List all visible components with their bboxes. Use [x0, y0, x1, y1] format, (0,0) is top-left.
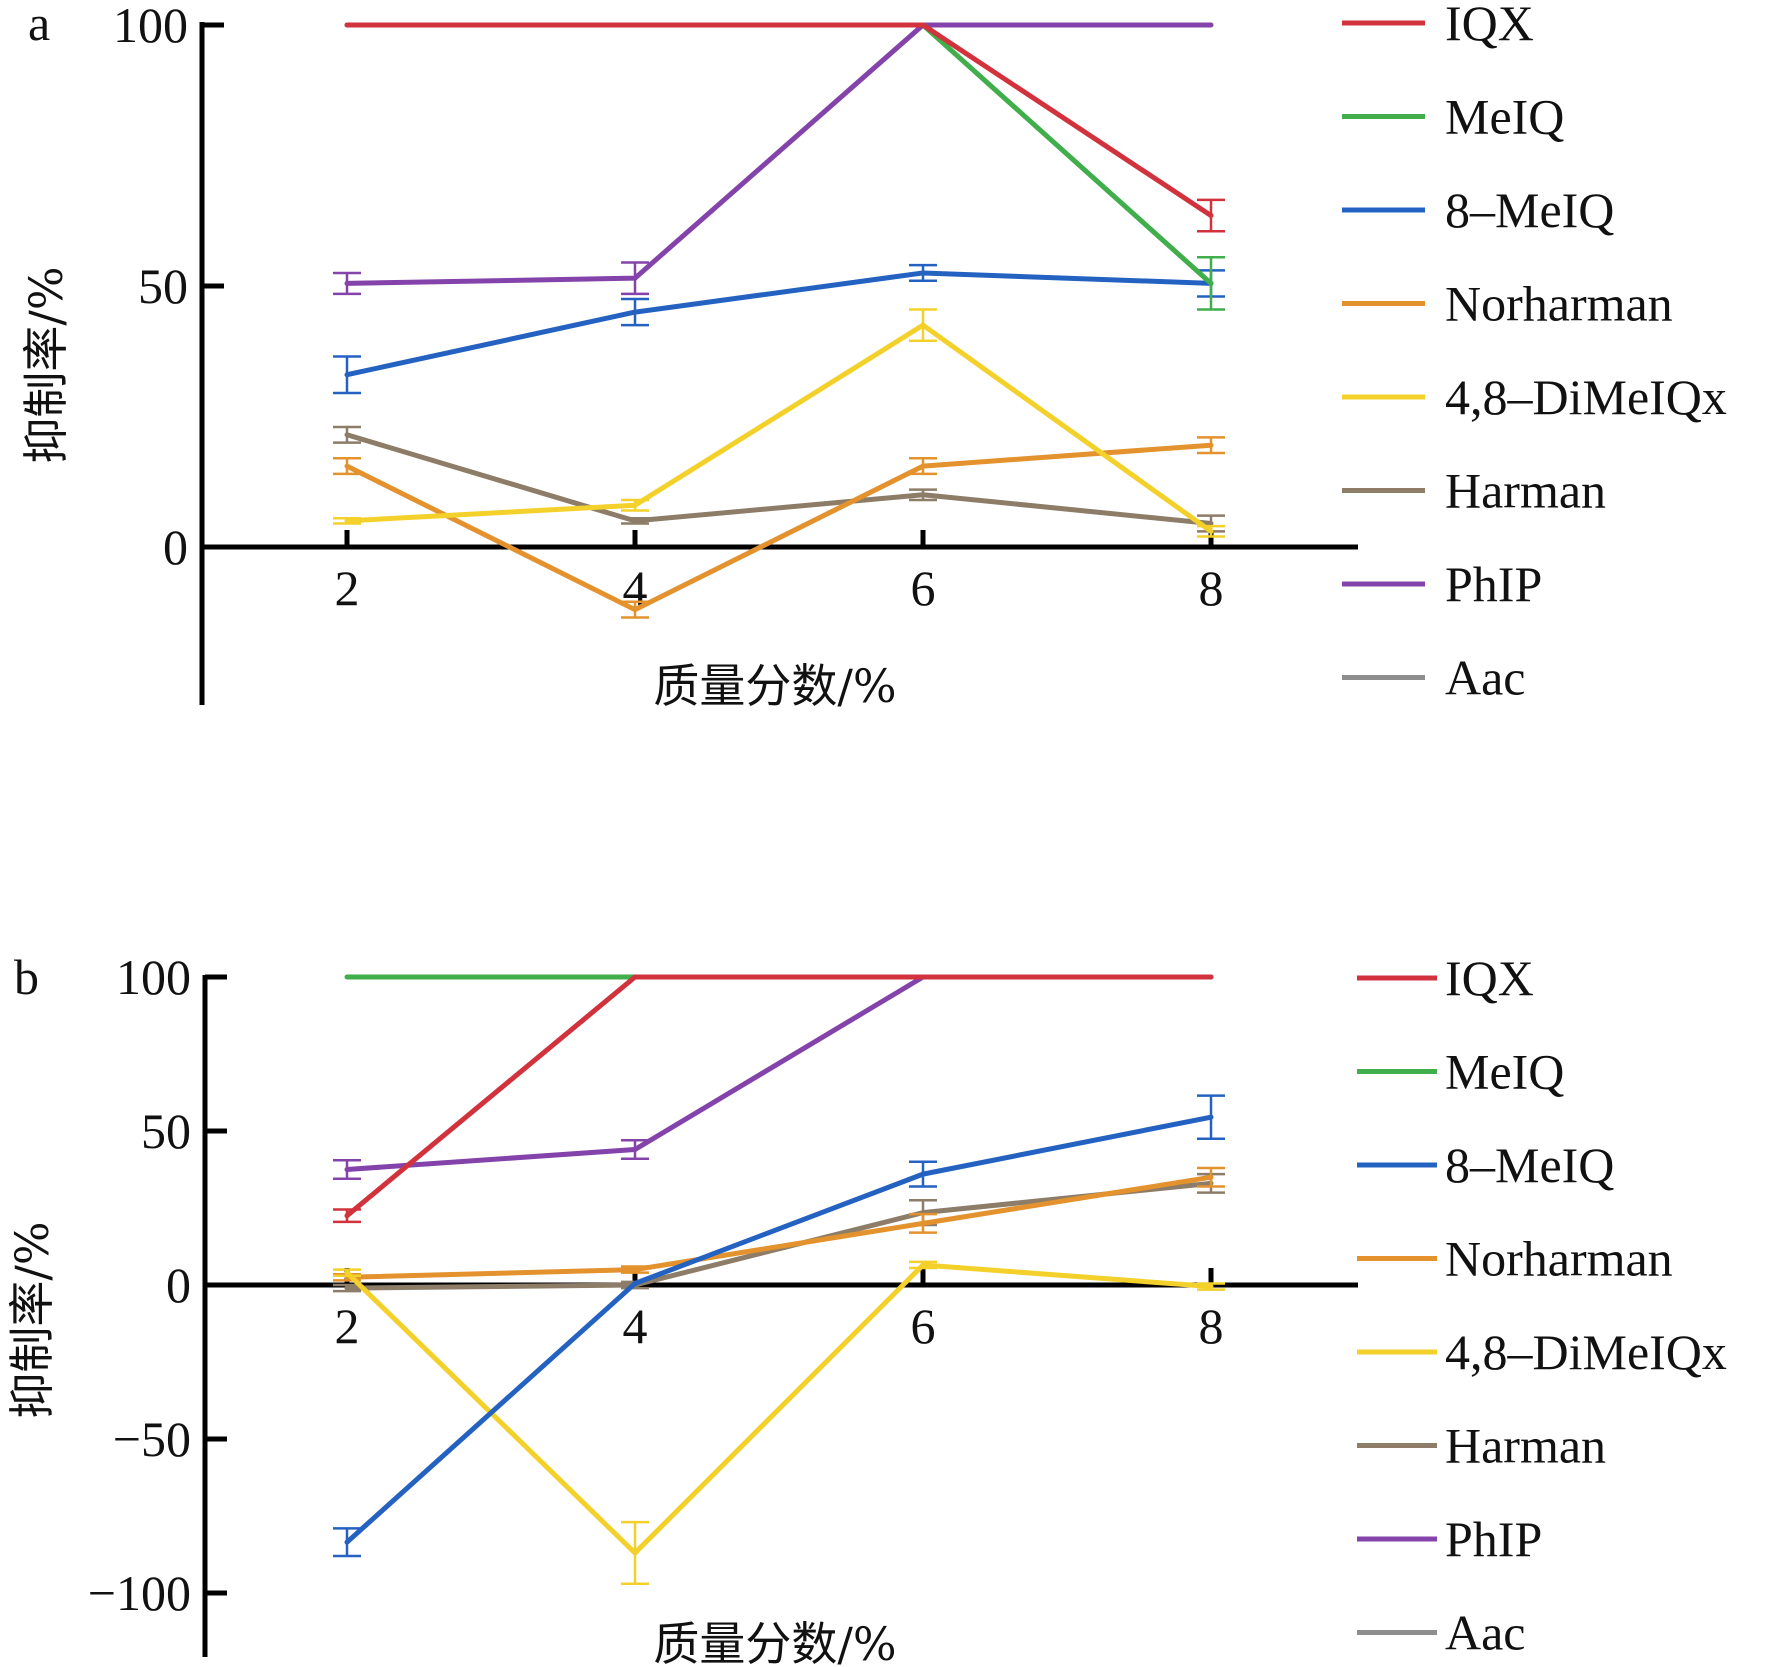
series-line	[345, 974, 1211, 1218]
series-harman	[333, 425, 1225, 533]
series-line	[346, 1174, 1212, 1280]
legend: IQX MeIQ 8–MeIQ Norharman 4,8–DiMeIQx Harman P…	[1342, 0, 1727, 706]
y-axis-title: 抑制率/%	[19, 266, 73, 463]
series-4-8-dimeiqx	[333, 1260, 1225, 1586]
series-norharman	[333, 436, 1225, 619]
panel-label: a	[28, 0, 50, 51]
legend-item: Aac	[1342, 650, 1526, 706]
legend-item: Aac	[1357, 1605, 1526, 1661]
series-line	[346, 270, 1212, 378]
x-axis-title: 质量分数/%	[653, 1617, 896, 1667]
x-tick-label: 8	[1199, 1298, 1224, 1354]
legend-item: 8–MeIQ	[1342, 182, 1614, 238]
x-tick-label: 2	[335, 1298, 360, 1354]
legend-item: 4,8–DiMeIQx	[1357, 1324, 1727, 1380]
y-tick-label: −100	[88, 1565, 191, 1621]
series-line	[346, 432, 1212, 526]
legend-item: PhIP	[1357, 1511, 1542, 1567]
legend-label: 8–MeIQ	[1445, 182, 1614, 238]
legend-item: PhIP	[1342, 556, 1542, 612]
data-point	[920, 974, 926, 980]
y-ticks: 100 50 0 −50 −100	[88, 949, 227, 1621]
legend-item: IQX	[1357, 950, 1534, 1006]
legend: IQX MeIQ 8–MeIQ Norharman 4,8–DiMeIQx Harman P…	[1357, 950, 1727, 1661]
data-point	[632, 22, 638, 28]
y-tick-label: 50	[141, 1103, 191, 1159]
data-point	[632, 1280, 638, 1286]
legend-label: Harman	[1445, 1418, 1606, 1474]
x-tick-label: 6	[911, 560, 936, 616]
legend-label: 4,8–DiMeIQx	[1445, 1324, 1727, 1380]
series-line	[345, 1114, 1212, 1545]
legend-label: Harman	[1445, 463, 1606, 519]
series-iqx	[344, 22, 1225, 233]
legend-item: Norharman	[1342, 276, 1673, 332]
data-point	[920, 22, 926, 28]
legend-label: Aac	[1445, 1605, 1526, 1661]
y-tick-label: 50	[138, 258, 188, 314]
panel-label: b	[14, 949, 39, 1005]
legend-label: Norharman	[1445, 276, 1673, 332]
legend-label: MeIQ	[1445, 89, 1564, 145]
series-group	[333, 974, 1225, 1586]
y-ticks: 100 50 0	[113, 0, 224, 575]
series-phip	[333, 22, 1214, 296]
legend-label: Aac	[1445, 650, 1526, 706]
legend-item: MeIQ	[1357, 1044, 1564, 1100]
legend-item: Harman	[1357, 1418, 1606, 1474]
data-point	[1208, 974, 1214, 980]
series-phip	[333, 974, 1214, 1180]
chart-panel-b: b 100 50 0 −50 −100 2 4 6 8 质量分数/% 抑制率/% IQX MeI…	[5, 949, 1727, 1667]
legend-label: PhIP	[1445, 1511, 1542, 1567]
series-group	[333, 22, 1225, 619]
series-8-meiq	[333, 1094, 1225, 1558]
y-tick-label: 100	[113, 0, 188, 53]
legend-label: MeIQ	[1445, 1044, 1564, 1100]
x-tick-label: 2	[335, 560, 360, 616]
x-tick-label: 8	[1199, 560, 1224, 616]
x-tick-label: 4	[623, 1298, 648, 1354]
data-point	[344, 22, 350, 28]
x-tick-label: 6	[911, 1298, 936, 1354]
legend-item: Norharman	[1357, 1231, 1673, 1287]
series-norharman	[333, 1166, 1225, 1282]
legend-item: 8–MeIQ	[1357, 1137, 1614, 1193]
data-point	[632, 974, 638, 980]
legend-item: Harman	[1342, 463, 1606, 519]
legend-label: IQX	[1445, 0, 1534, 51]
data-point	[1208, 22, 1214, 28]
series-line	[346, 322, 1213, 534]
data-point	[344, 974, 350, 980]
legend-label: 8–MeIQ	[1445, 1137, 1614, 1193]
y-tick-label: 100	[116, 949, 191, 1005]
series-4-8-dimeiqx	[333, 308, 1225, 538]
legend-label: PhIP	[1445, 556, 1542, 612]
legend-item: 4,8–DiMeIQx	[1342, 369, 1727, 425]
series-iqx	[333, 974, 1214, 1224]
y-tick-label: −50	[113, 1411, 191, 1467]
series-line	[345, 442, 1212, 613]
series-line	[345, 1262, 1212, 1556]
series-line	[347, 22, 1213, 218]
legend-label: 4,8–DiMeIQx	[1445, 369, 1727, 425]
y-axis-title: 抑制率/%	[5, 1221, 59, 1418]
series-line	[346, 22, 1211, 286]
y-tick-label: 0	[166, 1257, 191, 1313]
legend-label: IQX	[1445, 950, 1534, 1006]
x-ticks: 2 4 6 8	[335, 1268, 1224, 1354]
series-8-meiq	[333, 263, 1225, 395]
x-axis-title: 质量分数/%	[653, 659, 896, 713]
legend-item: MeIQ	[1342, 89, 1564, 145]
legend-label: Norharman	[1445, 1231, 1673, 1287]
legend-item: IQX	[1342, 0, 1534, 51]
series-meiq	[344, 22, 1225, 311]
y-tick-label: 0	[163, 519, 188, 575]
